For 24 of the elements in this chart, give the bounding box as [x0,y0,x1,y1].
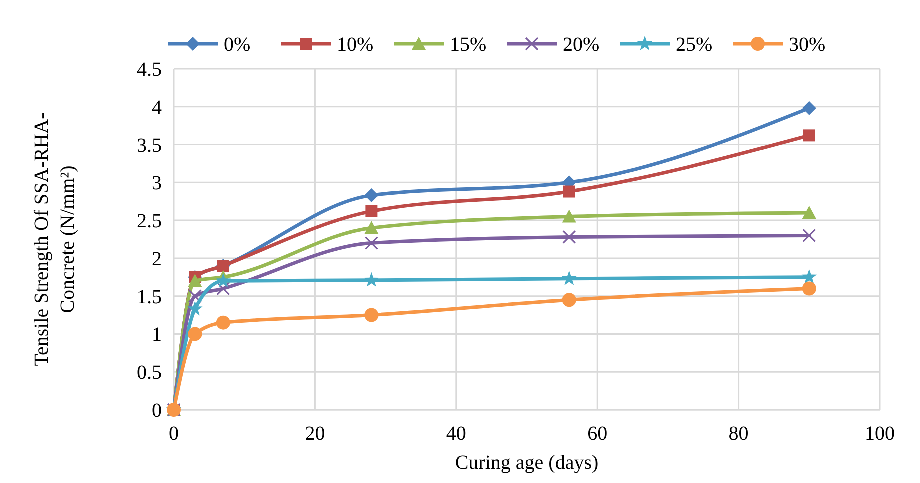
x-tick-label: 80 [728,423,749,445]
y-tick-label: 4.5 [137,59,162,81]
y-tick-label: 1 [152,324,162,346]
y-tick-label: 3.5 [137,134,162,157]
y-tick-label: 0.5 [137,362,162,384]
legend-label: 20% [563,34,600,56]
y-tick-label: 1.5 [137,286,162,308]
y-tick-label: 4 [152,96,162,119]
legend-label: 15% [450,34,487,56]
y-tick-label: 0 [152,400,162,422]
legend-label: 0% [224,34,251,56]
legend-label: 30% [789,34,826,56]
x-tick-label: 100 [865,423,895,445]
x-tick-label: 60 [588,423,608,445]
y-tick-label: 2 [152,248,162,270]
x-axis-title: Curing age (days) [455,452,599,474]
x-tick-label: 40 [446,423,466,445]
y-tick-label: 3 [152,172,162,195]
x-tick-label: 0 [169,423,179,445]
legend-label: 25% [676,34,713,56]
y-axis-title: Tensile Strength Of SSA-RHA-Concrete (N/mm²) [31,112,79,366]
legend-label: 10% [337,34,374,56]
y-tick-label: 2.5 [137,210,162,233]
x-tick-label: 20 [305,423,326,445]
